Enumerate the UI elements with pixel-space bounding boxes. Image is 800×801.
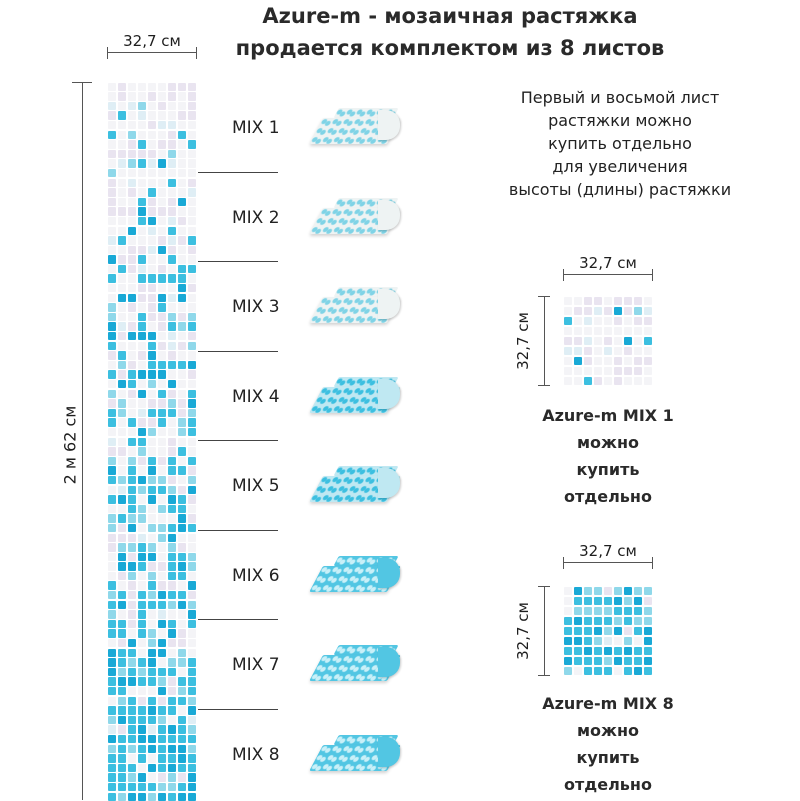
roll-curl: [378, 557, 400, 588]
info-line: растяжки можно: [548, 111, 692, 130]
section-divider: [198, 350, 278, 352]
strip-height-dimension: 2 м 62 см: [40, 380, 100, 510]
caption-line: Azure-m MIX 1: [542, 406, 674, 425]
info-line: высоты (длины) растяжки: [508, 180, 732, 199]
mosaic-roll-image: [309, 462, 404, 510]
section-divider: [198, 261, 278, 262]
mosaic-roll-image: [309, 194, 404, 242]
mosaic-strip-image: [107, 82, 197, 801]
mix-label: MIX 4: [232, 386, 280, 407]
dimension-tick: [72, 82, 92, 83]
dimension-line: [538, 296, 550, 386]
mix8-width-label: 32,7 см: [579, 542, 637, 560]
title-line-1: Azure-m - мозаичная растяжка: [262, 4, 638, 28]
mosaic-roll-image: [309, 283, 404, 331]
section-divider: [198, 440, 278, 441]
info-text: Первый и восьмой лист растяжки можно куп…: [470, 86, 770, 201]
caption-line: отдельно: [564, 775, 652, 794]
dimension-line: [563, 557, 653, 573]
mosaic-roll-image: [309, 104, 404, 152]
roll-curl: [378, 378, 400, 409]
mix1-height-dimension: 32,7 см: [514, 296, 550, 386]
info-line: купить отдельно: [548, 134, 692, 153]
mix-label: MIX 1: [232, 118, 280, 138]
dimension-line: [563, 269, 653, 285]
mix8-width-dimension: 32,7 см: [563, 542, 653, 573]
section-divider: [198, 619, 278, 620]
mix-label: MIX 6: [232, 565, 280, 586]
page-title: Azure-m - мозаичная растяжка продается к…: [200, 0, 700, 64]
caption-line: Azure-m MIX 8: [542, 694, 674, 713]
roll-curl: [378, 110, 400, 140]
mix-label: MIX 2: [232, 207, 280, 228]
section-divider: [198, 171, 278, 173]
title-line-2: продается комплектом из 8 листов: [235, 36, 665, 60]
mix-label: MIX 7: [232, 655, 280, 675]
mosaic-roll-image: [309, 641, 404, 689]
caption-line: можно: [576, 721, 640, 740]
caption-line: купить: [576, 748, 640, 767]
strip-width-label: 32,7 см: [123, 32, 181, 50]
info-line: Первый и восьмой лист: [520, 88, 720, 107]
mix1-sample-image: [563, 296, 653, 386]
mosaic-roll-image: [309, 552, 404, 600]
mix-label: MIX 3: [232, 297, 280, 317]
caption-line: можно: [576, 433, 640, 452]
mosaic-roll-image: [309, 373, 404, 421]
mix8-caption: Azure-m MIX 8 можно купить отдельно: [508, 690, 708, 798]
caption-line: отдельно: [564, 487, 652, 506]
strip-width-dimension: 32,7 см: [107, 32, 197, 65]
dimension-line: [107, 47, 197, 65]
mix8-height-dimension: 32,7 см: [514, 586, 550, 676]
info-line: для увеличения: [552, 157, 688, 176]
roll-curl: [378, 289, 400, 319]
mix1-caption: Azure-m MIX 1 можно купить отдельно: [508, 402, 708, 510]
mosaic-roll-image: [309, 731, 404, 779]
section-divider: [198, 708, 278, 710]
roll-curl: [378, 468, 400, 498]
roll-curl: [378, 199, 400, 230]
mix1-height-label: 32,7 см: [514, 312, 532, 370]
dimension-line: [538, 586, 550, 676]
roll-curl: [378, 647, 400, 677]
strip-height-label: 2 м 62 см: [60, 405, 80, 485]
section-divider: [198, 529, 278, 531]
roll-curl: [378, 736, 400, 767]
mix-label: MIX 8: [232, 744, 280, 765]
mix-label: MIX 5: [232, 476, 280, 496]
mix8-height-label: 32,7 см: [514, 602, 532, 660]
mix1-width-dimension: 32,7 см: [563, 254, 653, 285]
caption-line: купить: [576, 460, 640, 479]
strip-height-dimension-line: [82, 82, 83, 800]
mix8-sample-image: [563, 586, 653, 676]
mix1-width-label: 32,7 см: [579, 254, 637, 272]
